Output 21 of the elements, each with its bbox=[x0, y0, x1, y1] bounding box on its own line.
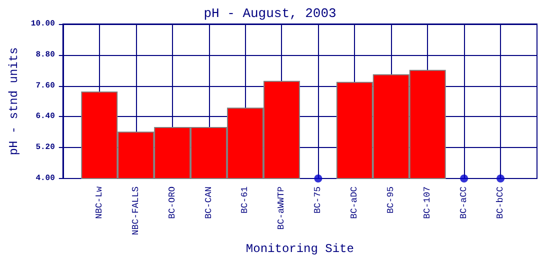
y-tick-label: 5.20 bbox=[36, 143, 56, 152]
x-tick-label: BC-aWWTP bbox=[276, 186, 287, 230]
x-tick-label: BC-95 bbox=[386, 186, 396, 214]
y-tick-label: 7.60 bbox=[36, 81, 56, 90]
x-tick-label: BC-bCC bbox=[496, 186, 506, 219]
x-tick-label: BC-aCC bbox=[459, 186, 470, 219]
x-tick-label: NBC-FALLS bbox=[130, 186, 141, 236]
x-tick-label: BC-CAN bbox=[204, 186, 214, 219]
x-tick-label: BC-75 bbox=[313, 186, 324, 214]
y-axis-title: pH - stnd units bbox=[7, 47, 21, 156]
chart-title: pH - August, 2003 bbox=[204, 6, 336, 21]
x-tick-label: BC-107 bbox=[422, 186, 433, 219]
y-tick-label: 8.80 bbox=[36, 50, 56, 60]
y-tick-label: 10.00 bbox=[30, 20, 56, 28]
x-tick-label: BC-aDC bbox=[350, 186, 360, 219]
y-tick-label: 4.00 bbox=[36, 174, 56, 183]
x-axis-title: Monitoring Site bbox=[246, 242, 354, 256]
x-tick-label: BC-ORO bbox=[167, 186, 178, 219]
y-tick-label: 6.40 bbox=[36, 112, 56, 122]
x-tick-label: NBC-Lw bbox=[94, 186, 104, 219]
x-tick-label: BC-61 bbox=[240, 186, 250, 214]
